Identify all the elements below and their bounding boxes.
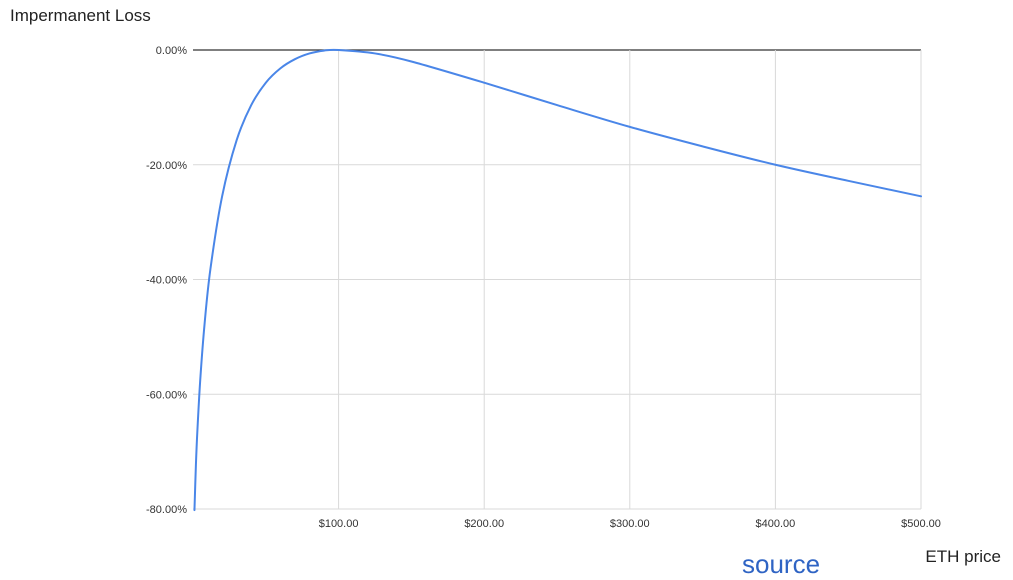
source-link[interactable]: source <box>742 549 821 579</box>
y-tick-label: -60.00% <box>146 389 187 401</box>
axis-ticks: 0.00% -20.00% -40.00% -60.00% -80.00% $100.00… <box>146 45 941 530</box>
y-tick-label: -80.00% <box>146 504 187 516</box>
series-layer <box>193 48 922 512</box>
x-tick-label: $500.00 <box>901 518 941 530</box>
y-tick-label: 0.00% <box>156 45 187 57</box>
x-tick-label: $400.00 <box>756 518 796 530</box>
x-tick-label: $100.00 <box>319 518 359 530</box>
grid-lines <box>193 49 922 510</box>
y-tick-label: -40.00% <box>146 275 187 287</box>
x-tick-label: $300.00 <box>610 518 650 530</box>
y-tick-label: -20.00% <box>146 160 187 172</box>
x-tick-label: $200.00 <box>464 518 504 530</box>
series-line <box>193 48 922 512</box>
x-axis-title: ETH price <box>925 547 1001 566</box>
chart-title: Impermanent Loss <box>10 6 151 25</box>
